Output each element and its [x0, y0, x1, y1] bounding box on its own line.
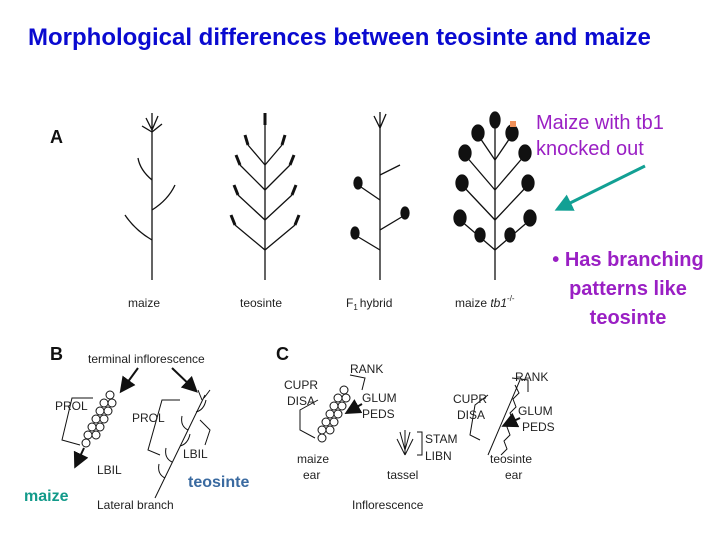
label-lbil-teosinte: LBIL	[183, 447, 208, 461]
square-bullet-icon	[510, 121, 516, 127]
label-disa-teosinte: DISA	[457, 408, 485, 422]
panel-b-letter: B	[50, 344, 63, 364]
label-glum-maize: GLUM	[362, 391, 397, 405]
maize-ear-drawing	[299, 374, 366, 443]
label-cupr-maize: CUPR	[284, 378, 318, 392]
plant-f1-hybrid	[350, 112, 410, 280]
label-teosinte-ear-2: ear	[505, 468, 522, 482]
caption-inflorescence: Inflorescence	[352, 498, 424, 512]
label-teosinte-ear-1: teosinte	[490, 452, 532, 466]
label-disa-maize: DISA	[287, 394, 315, 408]
overlay-teosinte-label: teosinte	[188, 474, 249, 491]
label-maize-ear-1: maize	[297, 452, 329, 466]
panel-c-letter: C	[276, 344, 289, 364]
label-terminal-inflorescence: terminal inflorescence	[88, 352, 205, 366]
bullet-branching: • Has branching patterns like teosinte	[552, 246, 704, 333]
label-peds-maize: PEDS	[362, 407, 395, 421]
label-prol-maize: PROL	[55, 399, 88, 413]
label-prol-teosinte: PROL	[132, 411, 165, 425]
label-f1-hybrid: F1 hybrid	[346, 296, 392, 312]
bullet-maize-tb1: Maize with tb1 knocked out	[510, 110, 710, 162]
panel-a-letter: A	[50, 127, 63, 147]
overlay-maize-label: maize	[24, 488, 69, 505]
label-stam: STAM	[425, 432, 457, 446]
label-glum-teosinte: GLUM	[518, 404, 553, 418]
label-peds-teosinte: PEDS	[522, 420, 555, 434]
label-rank-teosinte: RANK	[515, 370, 548, 384]
label-cupr-teosinte: CUPR	[453, 392, 487, 406]
tassel-drawing	[396, 430, 423, 456]
label-maize-tb1: maize tb1-/-	[455, 294, 515, 310]
bullet-text: Has branching patterns like teosinte	[564, 249, 704, 329]
label-tassel: tassel	[387, 468, 418, 482]
bullet-text: Maize with tb1 knocked out	[536, 112, 664, 160]
label-maize: maize	[128, 296, 160, 310]
label-maize-ear-2: ear	[303, 468, 320, 482]
plant-maize-tb1	[453, 111, 537, 280]
plant-maize	[124, 113, 176, 280]
caption-lateral-branch: Lateral branch	[97, 498, 174, 512]
teosinte-ear-drawing	[469, 377, 529, 456]
label-rank-maize: RANK	[350, 362, 383, 376]
teosinte-lateral-branch	[147, 389, 211, 499]
plant-teosinte	[229, 113, 301, 280]
maize-lateral-branch	[61, 390, 117, 469]
label-libn: LIBN	[425, 449, 452, 463]
bullet-dot-icon: •	[552, 249, 560, 271]
arrow-to-tb1-plant	[554, 164, 646, 211]
slide-title: Morphological differences between teosin…	[28, 24, 651, 51]
label-teosinte: teosinte	[240, 296, 282, 310]
label-lbil-maize: LBIL	[97, 463, 122, 477]
